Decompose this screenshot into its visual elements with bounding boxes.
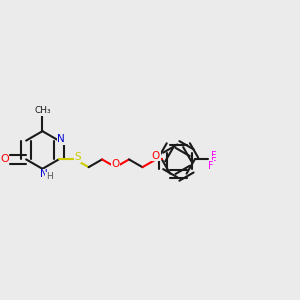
Text: N: N: [57, 134, 65, 144]
Text: CH₃: CH₃: [34, 106, 51, 116]
Text: S: S: [74, 152, 81, 162]
Text: O: O: [0, 154, 9, 164]
Text: F: F: [208, 161, 214, 171]
Text: H: H: [46, 172, 52, 182]
Text: F: F: [211, 157, 216, 167]
Text: N: N: [40, 169, 48, 179]
Text: F: F: [211, 152, 216, 161]
Text: O: O: [111, 159, 120, 169]
Text: O: O: [152, 151, 160, 161]
